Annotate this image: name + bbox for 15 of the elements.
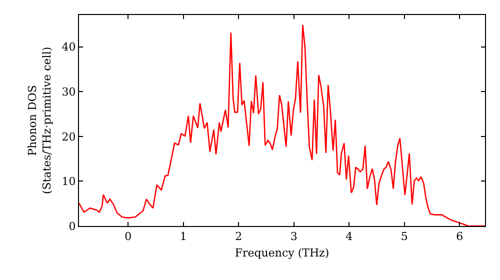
x-tick-label: 5	[400, 230, 408, 244]
y-tick-label: 20	[62, 130, 76, 144]
x-tick-label: 2	[235, 230, 242, 244]
y-tick-label: 30	[62, 85, 76, 98]
y-axis-title: Phonon DOS (States/THz·primitive cell)	[26, 46, 54, 194]
line-series	[79, 24, 485, 226]
x-tick-label: 6	[456, 230, 464, 244]
x-tick-label: 4	[346, 230, 353, 244]
y-tick-label: 40	[62, 40, 76, 54]
x-tick-label: 0	[124, 230, 132, 244]
x-tick-label: 3	[290, 230, 298, 244]
y-tick-label: 10	[62, 175, 76, 188]
x-tick-label: 1	[180, 230, 187, 244]
x-axis-title: Frequency (THz)	[234, 246, 330, 260]
y-tick-label: 0	[68, 220, 76, 233]
